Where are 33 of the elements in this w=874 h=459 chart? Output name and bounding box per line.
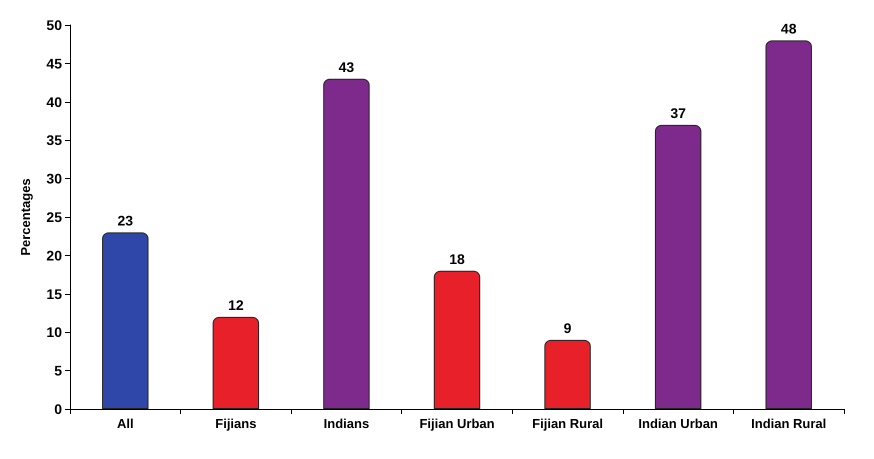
data-label: 48 xyxy=(780,20,797,36)
bar xyxy=(654,124,702,409)
x-tick-label: All xyxy=(116,416,134,431)
bar xyxy=(765,40,812,409)
data-label: 43 xyxy=(338,58,354,75)
y-tick-label: 40 xyxy=(46,94,62,110)
x-tick-label: Fijian Rural xyxy=(532,416,603,431)
y-tick-label: 10 xyxy=(46,324,62,340)
y-axis-title: Percentages xyxy=(18,178,33,256)
data-label: 23 xyxy=(117,212,134,228)
x-tick-label: Fijians xyxy=(215,416,256,431)
y-tick-label: 45 xyxy=(46,55,62,72)
bar xyxy=(102,232,149,409)
bar xyxy=(544,340,591,409)
bar xyxy=(212,316,260,409)
y-tick-label: 5 xyxy=(54,362,62,379)
bar xyxy=(323,78,370,409)
x-tick-label: Indians xyxy=(324,416,370,431)
y-tick-label: 30 xyxy=(46,170,62,187)
data-label: 12 xyxy=(228,296,244,313)
y-tick-label: 15 xyxy=(46,286,62,302)
bar xyxy=(434,270,480,409)
x-tick-label: Indian Rural xyxy=(751,416,826,431)
x-tick-label: Indian Urban xyxy=(638,416,718,431)
data-label: 9 xyxy=(564,320,572,336)
y-tick-label: 50 xyxy=(46,17,62,33)
y-tick-label: 25 xyxy=(46,209,62,225)
x-tick-label: Fijian Urban xyxy=(419,416,495,431)
data-label: 18 xyxy=(449,250,465,267)
y-tick-label: 0 xyxy=(54,401,62,417)
data-label: 37 xyxy=(670,104,686,121)
y-tick-label: 35 xyxy=(46,132,62,148)
y-tick-label: 20 xyxy=(46,247,62,264)
